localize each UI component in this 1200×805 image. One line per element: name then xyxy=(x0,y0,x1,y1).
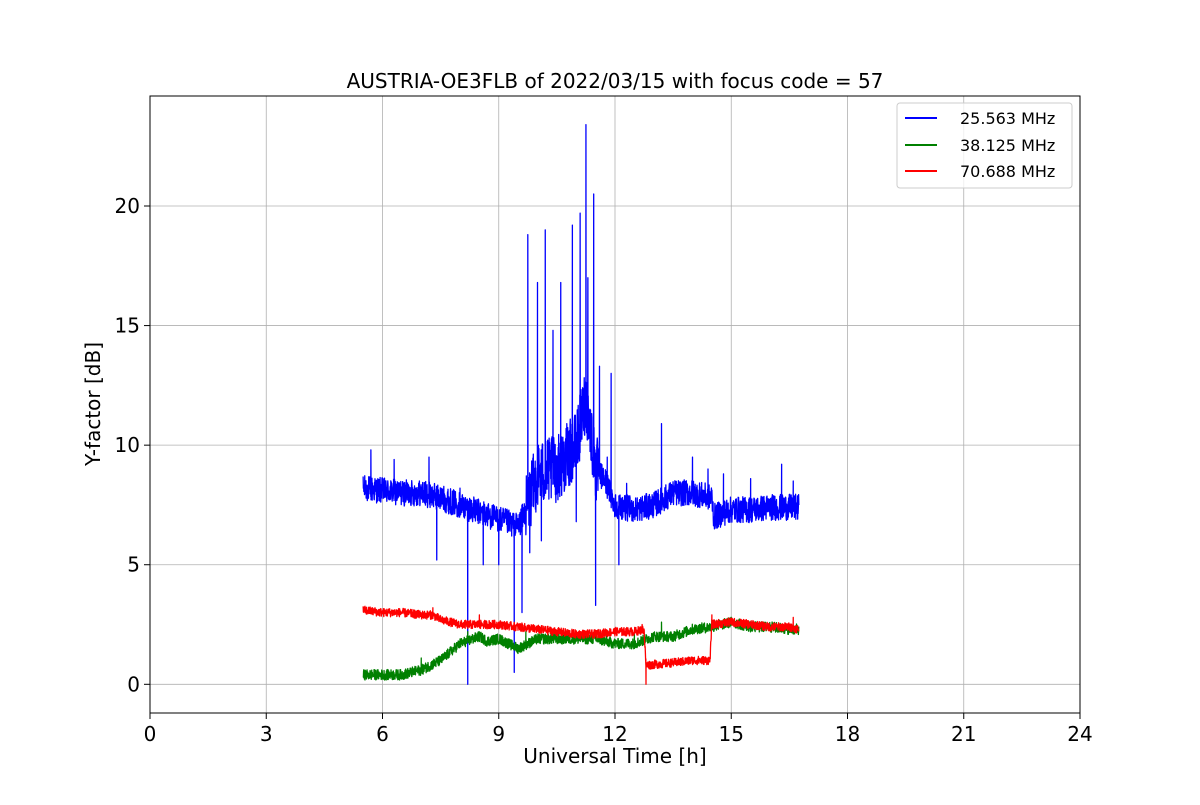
y-tick-label: 0 xyxy=(127,672,140,696)
series-line xyxy=(362,124,800,685)
x-axis-label: Universal Time [h] xyxy=(523,744,706,768)
x-tick-label: 15 xyxy=(719,722,744,746)
x-tick-label: 24 xyxy=(1067,722,1092,746)
legend-box xyxy=(896,102,1073,189)
x-tick-label: 18 xyxy=(835,722,860,746)
legend-label: 70.688 MHz xyxy=(960,162,1055,181)
legend-entry: 25.563 MHz xyxy=(905,109,1055,128)
x-tick-label: 9 xyxy=(492,722,505,746)
x-tick-label: 6 xyxy=(376,722,389,746)
y-axis: 0 5 10 15 20 xyxy=(115,194,150,696)
series-line xyxy=(362,605,800,685)
y-tick-label: 5 xyxy=(127,553,140,577)
legend-label: 38.125 MHz xyxy=(960,136,1055,155)
chart-title: AUSTRIA-OE3FLB of 2022/03/15 with focus … xyxy=(347,69,884,93)
y-tick-label: 20 xyxy=(115,194,140,218)
x-axis: 0 3 6 9 12 15 18 21 24 xyxy=(144,713,1093,746)
y-tick-label: 15 xyxy=(115,314,140,338)
y-tick-label: 10 xyxy=(115,433,140,457)
legend-entry: 70.688 MHz xyxy=(905,162,1055,181)
x-tick-label: 21 xyxy=(951,722,976,746)
legend: 25.563 MHz 38.125 MHz 70.688 MHz xyxy=(896,102,1073,189)
y-axis-label: Y-factor [dB] xyxy=(81,342,105,467)
x-tick-label: 0 xyxy=(144,722,157,746)
legend-label: 25.563 MHz xyxy=(960,109,1055,128)
legend-entry: 38.125 MHz xyxy=(905,136,1055,155)
x-tick-label: 12 xyxy=(602,722,627,746)
plot-area xyxy=(362,124,800,685)
x-tick-label: 3 xyxy=(260,722,273,746)
